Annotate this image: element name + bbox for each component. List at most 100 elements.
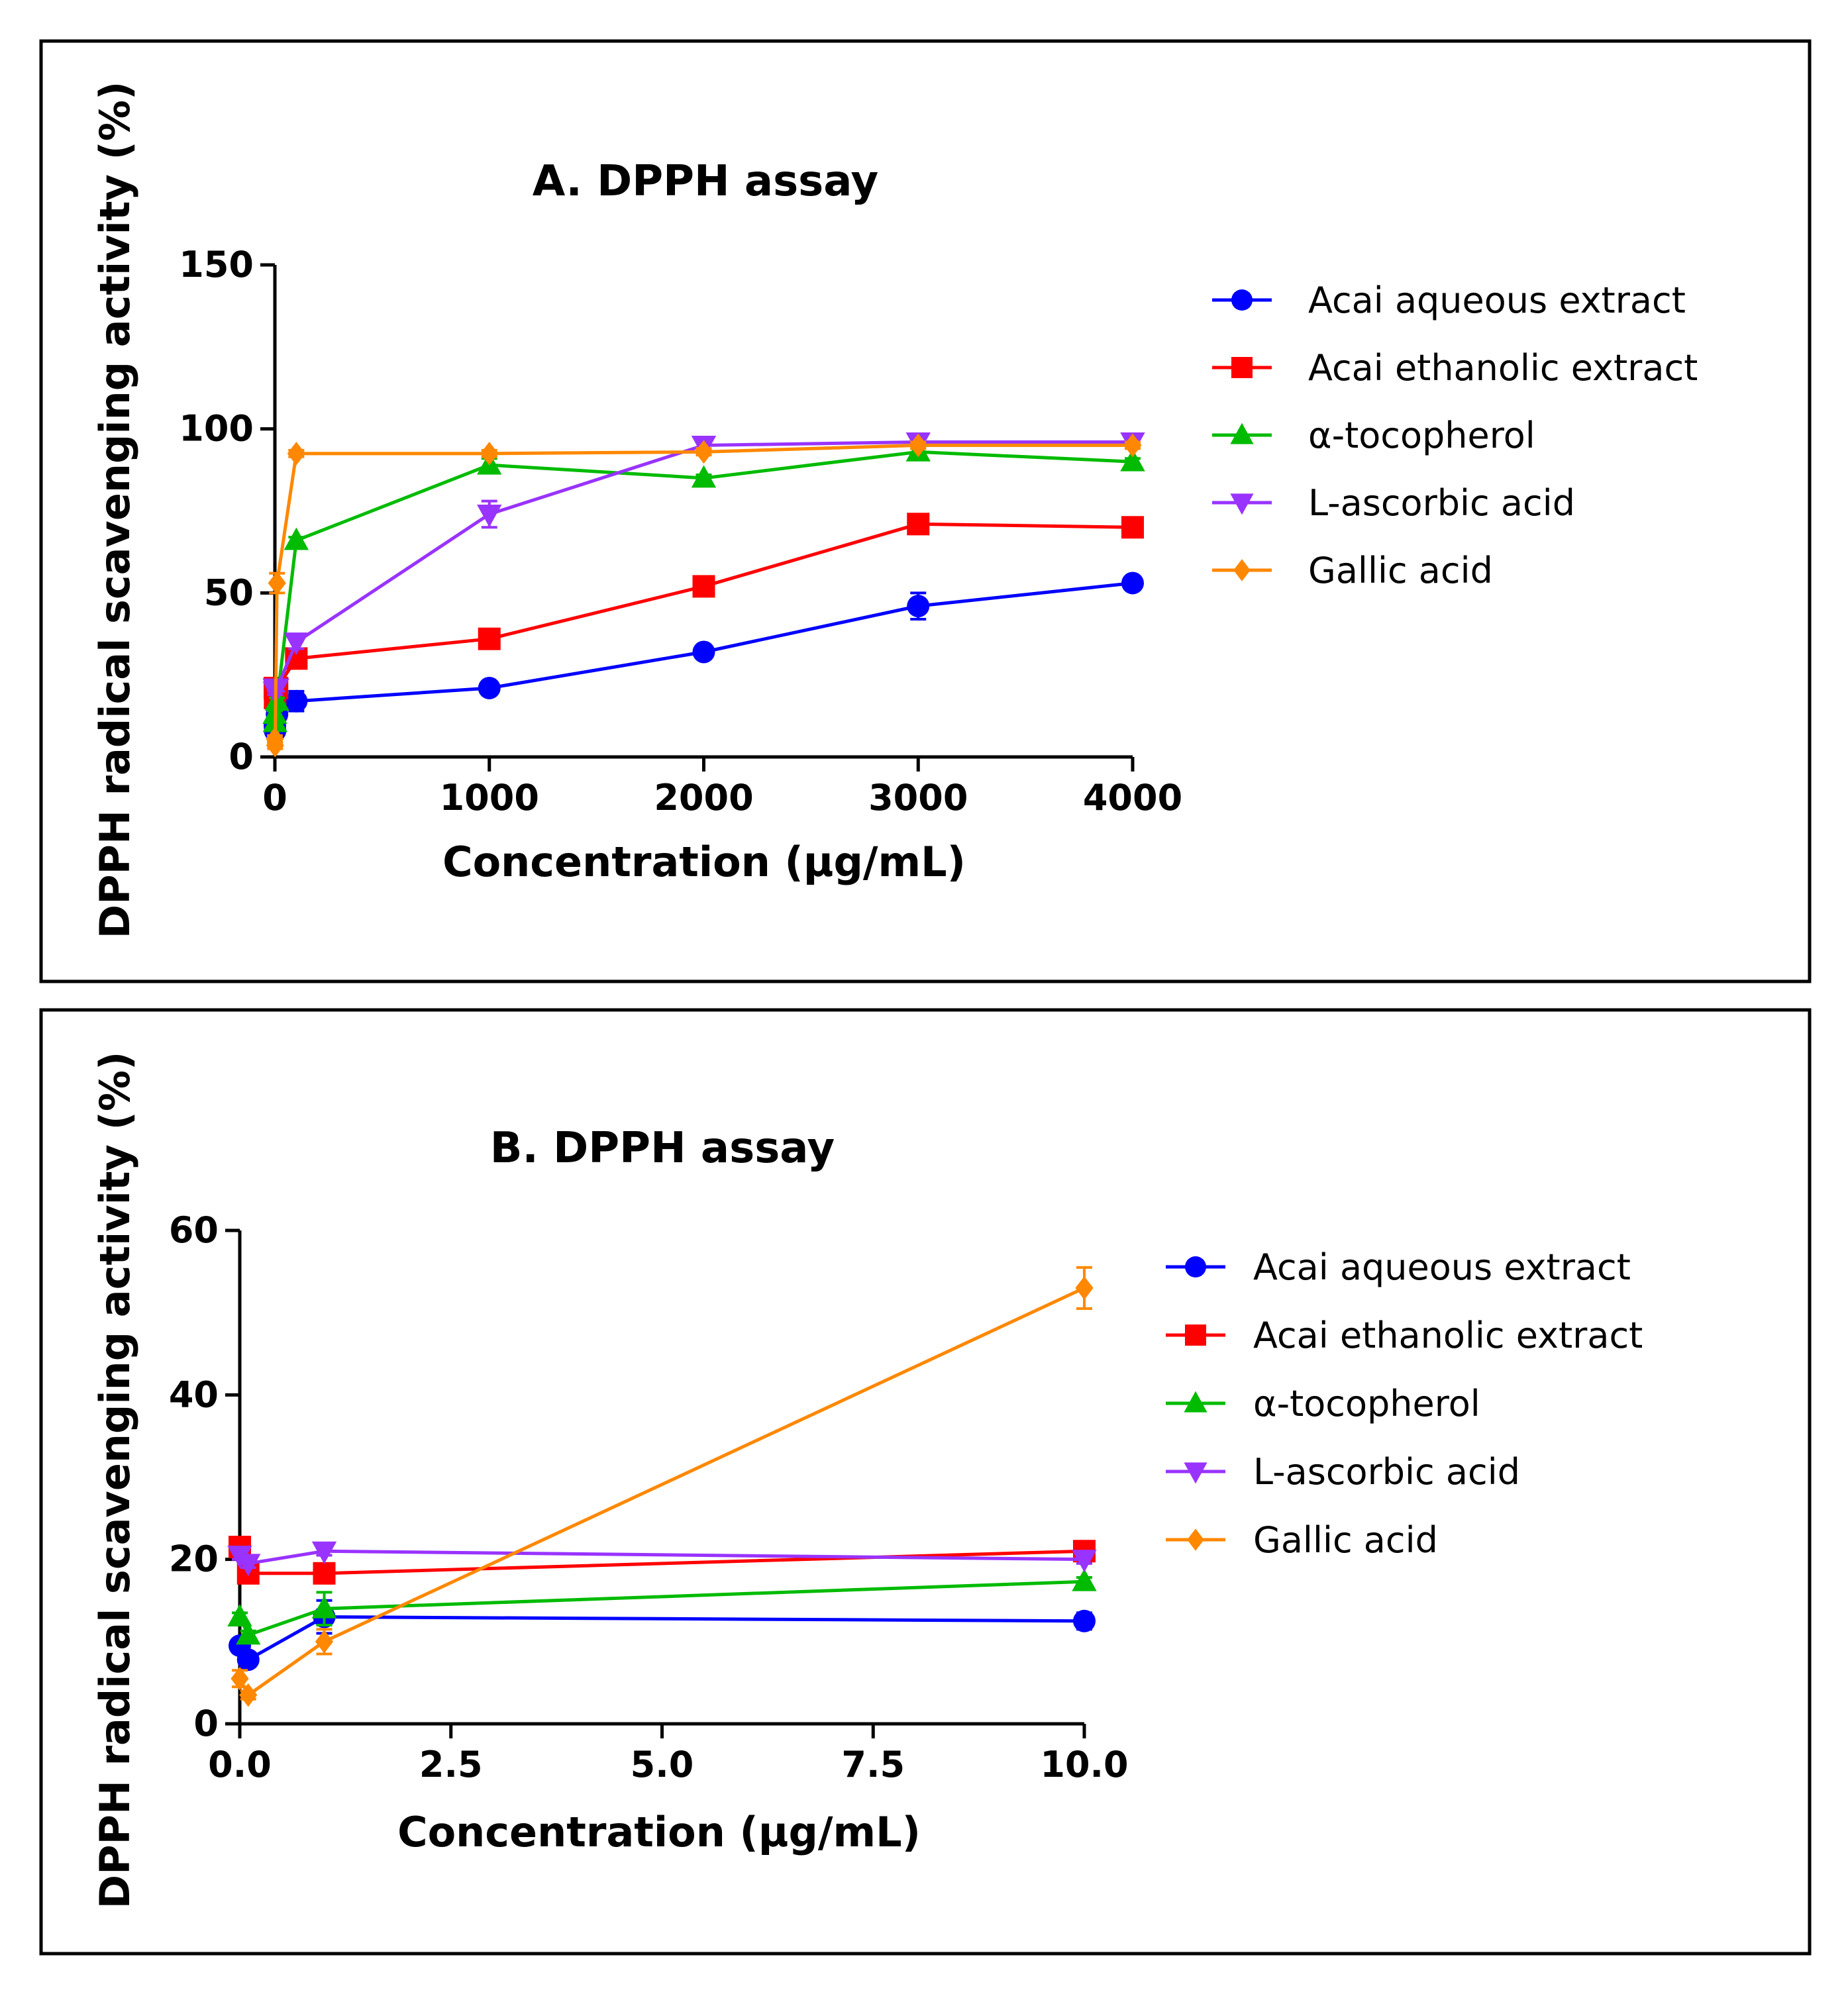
data-point xyxy=(239,1683,258,1707)
legend-marker xyxy=(1231,357,1253,378)
panel-a-x-axis-title: Concentration (µg/mL) xyxy=(442,838,966,886)
data-point xyxy=(907,595,930,618)
data-point xyxy=(477,505,502,528)
data-point xyxy=(311,1541,337,1564)
legend-label: α-tocopherol xyxy=(1308,415,1535,456)
data-point xyxy=(1075,1276,1094,1300)
legend-item-acai-ethanolic-extract: Acai ethanolic extract xyxy=(1166,1315,1643,1356)
legend-label: Acai aqueous extract xyxy=(1308,279,1686,321)
data-point xyxy=(313,1562,336,1585)
panel-a: A. DPPH assay DPPH radical scavenging ac… xyxy=(39,39,1812,983)
series-tocopherol xyxy=(227,1568,1097,1645)
legend-marker xyxy=(1187,1528,1204,1551)
legend-item-acai-aqueous-extract: Acai aqueous extract xyxy=(1166,1246,1631,1288)
legend-item-tocopherol: α-tocopherol xyxy=(1166,1383,1480,1424)
data-point xyxy=(268,571,286,595)
data-point xyxy=(692,640,715,664)
x-tick-label: 4000 xyxy=(1083,777,1182,819)
data-point xyxy=(691,465,717,488)
y-tick-label: 150 xyxy=(179,244,254,285)
x-tick-label: 2.5 xyxy=(419,1744,483,1785)
data-point xyxy=(287,441,305,466)
panel-b-plot: 0 20 40 60 0.0 2.5 5.0 7.5 10.0 xyxy=(169,1209,1129,1785)
y-tick-label: 40 xyxy=(169,1373,219,1415)
legend-marker xyxy=(1185,1256,1206,1277)
legend-label: L-ascorbic acid xyxy=(1308,482,1575,524)
panel-a-frame xyxy=(39,39,1812,983)
panel-b: B. DPPH assay DPPH radical scavenging ac… xyxy=(39,1008,1812,1956)
legend-label: Gallic acid xyxy=(1308,550,1493,591)
data-point xyxy=(692,575,715,598)
data-point xyxy=(480,441,499,466)
x-tick-label: 5.0 xyxy=(631,1744,694,1785)
data-point xyxy=(1121,572,1144,595)
legend-item-tocopherol: α-tocopherol xyxy=(1212,415,1535,456)
legend-marker xyxy=(1230,493,1254,515)
legend-label: Acai ethanolic extract xyxy=(1308,347,1698,389)
x-tick-label: 2000 xyxy=(654,777,753,819)
legend-label: Acai aqueous extract xyxy=(1253,1246,1631,1288)
legend-item-l-ascorbic-acid: L-ascorbic acid xyxy=(1212,482,1575,524)
panel-b-legend: Acai aqueous extract Acai ethanolic extra… xyxy=(1166,1246,1643,1561)
data-point xyxy=(1121,516,1144,539)
legend-marker xyxy=(1233,559,1251,581)
legend-marker xyxy=(1231,289,1253,311)
data-point xyxy=(315,1629,334,1654)
series-line xyxy=(238,1549,1085,1566)
series-line xyxy=(273,522,1133,699)
panel-b-title: B. DPPH assay xyxy=(490,1124,835,1173)
data-point xyxy=(907,513,930,536)
series-gallic-acid xyxy=(266,433,1142,758)
series-line xyxy=(238,1286,1086,1698)
panel-a-plot: 0 50 100 150 0 1000 2000 3000 4000 xyxy=(179,244,1182,819)
legend-marker xyxy=(1184,1462,1207,1484)
data-point xyxy=(1123,433,1142,458)
data-point xyxy=(283,527,309,550)
data-point xyxy=(1072,1568,1097,1591)
legend-item-gallic-acid: Gallic acid xyxy=(1166,1519,1438,1561)
data-point xyxy=(236,1648,260,1672)
y-tick-label: 20 xyxy=(169,1538,219,1580)
panel-a-title: A. DPPH assay xyxy=(533,157,878,206)
x-tick-label: 1000 xyxy=(440,777,539,819)
series-gallic-acid xyxy=(231,1266,1094,1707)
x-tick-label: 7.5 xyxy=(841,1744,905,1785)
x-tick-label: 10.0 xyxy=(1040,1744,1128,1785)
data-point xyxy=(236,1622,261,1645)
data-point xyxy=(1120,448,1145,472)
data-point xyxy=(231,1666,249,1691)
x-tick-label: 0 xyxy=(262,777,287,819)
panel-a-legend: Acai aqueous extract Acai ethanolic extra… xyxy=(1212,279,1698,591)
data-point xyxy=(285,689,308,713)
data-point xyxy=(227,1604,252,1627)
y-tick-label: 0 xyxy=(229,736,254,777)
y-tick-label: 50 xyxy=(204,572,254,613)
legend-item-acai-ethanolic-extract: Acai ethanolic extract xyxy=(1212,347,1698,389)
x-tick-label: 0.0 xyxy=(208,1744,272,1785)
legend-item-l-ascorbic-acid: L-ascorbic acid xyxy=(1166,1451,1520,1493)
data-point xyxy=(1072,1550,1097,1573)
legend-marker xyxy=(1230,423,1254,444)
series-acai-ethanolic-extract xyxy=(229,1536,1096,1585)
series-acai-ethanolic-extract xyxy=(264,513,1144,709)
series-acai-aqueous-extract xyxy=(229,1599,1096,1672)
legend-item-acai-aqueous-extract: Acai aqueous extract xyxy=(1212,279,1686,321)
series-line xyxy=(273,443,1133,746)
data-point xyxy=(311,1595,337,1619)
panel-b-x-axis-title: Concentration (µg/mL) xyxy=(397,1808,921,1856)
legend-marker xyxy=(1184,1391,1207,1413)
data-point xyxy=(478,627,501,650)
data-point xyxy=(694,440,713,464)
data-point xyxy=(283,632,309,656)
panel-b-y-axis-title: DPPH radical scavenging activity (%) xyxy=(91,1052,139,1909)
data-point xyxy=(266,733,284,758)
legend-marker xyxy=(1185,1324,1206,1346)
series-l-ascorbic-acid xyxy=(227,1541,1097,1577)
panel-b-frame xyxy=(39,1008,1812,1956)
y-tick-label: 0 xyxy=(193,1703,219,1744)
data-point xyxy=(1073,1609,1096,1632)
data-point xyxy=(909,433,927,458)
legend-label: Acai ethanolic extract xyxy=(1253,1315,1643,1356)
legend-label: L-ascorbic acid xyxy=(1253,1451,1520,1493)
